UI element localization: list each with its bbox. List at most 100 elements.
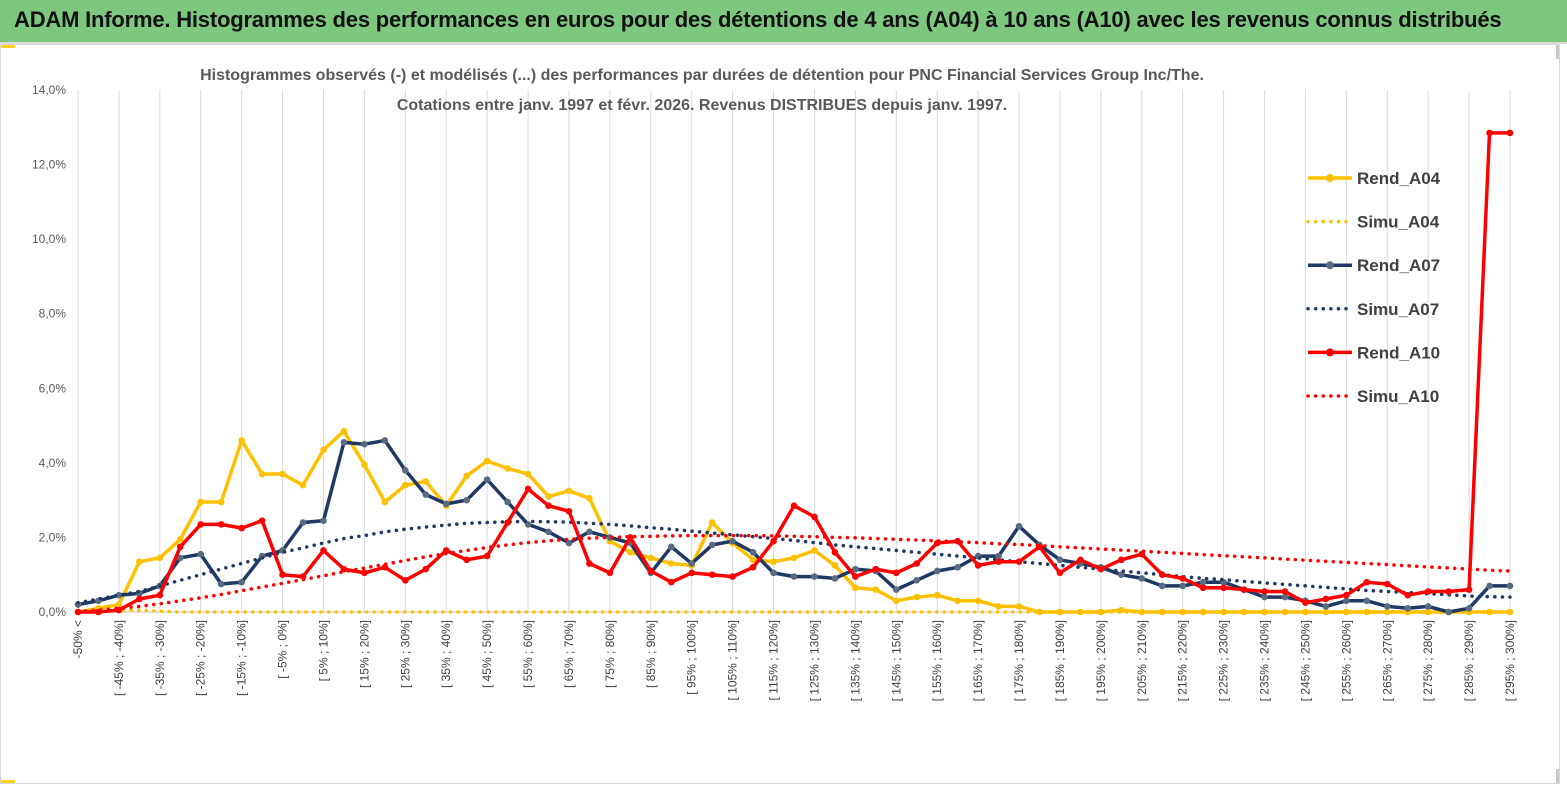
data-point-rend-a07 <box>442 500 450 508</box>
data-point-rend-a04 <box>708 519 716 526</box>
data-point-rend-a04 <box>647 554 655 562</box>
data-point-rend-a04 <box>790 554 798 562</box>
series-rend-a10 <box>78 131 1510 614</box>
data-point-rend-a04 <box>1302 608 1309 616</box>
x-tick-label: [ 75% ; 80%] <box>603 620 617 688</box>
data-point-rend-a07 <box>892 586 900 593</box>
data-point-rend-a07 <box>1138 575 1146 582</box>
data-point-rend-a10 <box>565 508 573 515</box>
data-point-rend-a04 <box>872 586 880 593</box>
data-point-rend-a07 <box>688 560 696 567</box>
data-point-rend-a10 <box>1302 599 1309 606</box>
x-tick-label: [ -5% ; 0%] <box>276 620 290 679</box>
data-point-rend-a07 <box>504 498 511 506</box>
data-point-rend-a10 <box>770 537 777 545</box>
data-point-rend-a10 <box>1465 586 1473 593</box>
report-title: ADAM Informe. Histogrammes des performan… <box>14 7 1502 32</box>
data-point-rend-a04 <box>954 597 961 605</box>
legend-marker-rend-a10 <box>1326 348 1334 357</box>
series-rend-a07 <box>77 438 1510 614</box>
data-point-rend-a10 <box>442 547 450 554</box>
data-point-rend-a07 <box>1322 603 1330 610</box>
data-point-rend-a04 <box>197 498 205 506</box>
data-point-rend-a10 <box>483 552 491 560</box>
data-point-rend-a10 <box>1158 571 1166 579</box>
data-point-rend-a04 <box>913 593 921 601</box>
data-point-rend-a10 <box>586 560 593 567</box>
data-point-rend-a10 <box>1199 584 1207 592</box>
x-tick-label: [ 105% ; 110%] <box>726 620 740 701</box>
data-point-rend-a10 <box>1486 129 1493 137</box>
data-point-rend-a04 <box>627 549 634 556</box>
data-point-rend-a07 <box>1445 608 1452 616</box>
data-point-rend-a04 <box>279 470 286 478</box>
data-point-rend-a04 <box>1363 608 1371 616</box>
data-point-rend-a04 <box>422 478 430 485</box>
data-point-rend-a10 <box>1322 595 1330 603</box>
data-point-rend-a07 <box>217 580 225 588</box>
data-point-rend-a07 <box>1424 603 1432 610</box>
y-tick-label: 14,0% <box>32 83 66 97</box>
data-point-rend-a04 <box>1158 608 1166 616</box>
data-point-rend-a04 <box>217 498 225 506</box>
data-point-rend-a04 <box>1179 608 1186 616</box>
x-tick-label: [ 145% ; 150%] <box>889 620 903 701</box>
data-point-rend-a04 <box>1240 608 1248 616</box>
y-tick-label: 0,0% <box>39 605 67 619</box>
data-point-rend-a07 <box>299 519 307 526</box>
y-tick-label: 8,0% <box>39 307 67 321</box>
frame-corner-mark <box>1556 45 1559 59</box>
data-point-rend-a10 <box>422 565 430 573</box>
data-point-rend-a10 <box>892 569 900 577</box>
data-point-rend-a04 <box>545 493 552 500</box>
data-point-rend-a04 <box>770 558 777 565</box>
data-point-rend-a10 <box>688 569 696 577</box>
data-point-rend-a04 <box>483 457 491 465</box>
x-tick-label: [ 225% ; 230%] <box>1217 620 1231 701</box>
x-tick-label: [ 245% ; 250%] <box>1298 620 1312 701</box>
data-point-rend-a10 <box>852 573 859 580</box>
data-point-rend-a10 <box>504 519 511 526</box>
data-point-rend-a04 <box>811 547 818 554</box>
data-point-rend-a10 <box>974 562 982 569</box>
data-point-rend-a04 <box>995 603 1002 610</box>
data-point-rend-a07 <box>831 575 839 582</box>
data-point-rend-a10 <box>708 571 716 579</box>
data-point-rend-a07 <box>708 541 716 549</box>
data-point-rend-a07 <box>1199 578 1207 586</box>
x-tick-label: -50% < <box>71 620 85 658</box>
x-tick-label: [ 155% ; 160%] <box>930 620 944 701</box>
x-tick-label: [ 235% ; 240%] <box>1258 620 1272 701</box>
data-point-rend-a07 <box>995 552 1002 560</box>
data-point-rend-a10 <box>320 547 327 554</box>
data-point-rend-a10 <box>1015 558 1023 565</box>
data-point-rend-a04 <box>320 446 327 454</box>
data-point-rend-a10 <box>749 563 757 571</box>
data-point-rend-a04 <box>361 461 368 469</box>
legend-label-rend-a04: Rend_A04 <box>1357 169 1441 188</box>
data-point-rend-a04 <box>176 535 184 543</box>
data-point-rend-a07 <box>176 554 184 562</box>
data-point-rend-a10 <box>463 556 470 564</box>
data-point-rend-a10 <box>1445 588 1452 595</box>
data-point-rend-a10 <box>627 534 634 541</box>
data-point-rend-a10 <box>667 578 675 586</box>
x-tick-label: [ 15% ; 20%] <box>357 620 371 688</box>
x-tick-label: [ 205% ; 210%] <box>1135 620 1149 701</box>
data-point-rend-a07 <box>422 491 430 498</box>
data-point-rend-a04 <box>504 465 511 472</box>
data-point-rend-a07 <box>463 496 470 504</box>
data-point-rend-a04 <box>524 470 532 478</box>
data-point-rend-a10 <box>1404 591 1412 599</box>
x-tick-label: [ -25% ; -20%] <box>194 620 208 696</box>
data-point-rend-a07 <box>1404 604 1412 612</box>
data-point-rend-a04 <box>1015 603 1023 610</box>
x-tick-label: [ 195% ; 200%] <box>1094 620 1108 701</box>
data-point-rend-a10 <box>1383 580 1391 588</box>
data-point-rend-a07 <box>1261 593 1268 601</box>
data-point-rend-a10 <box>1077 556 1084 564</box>
data-point-rend-a04 <box>299 481 307 489</box>
x-tick-label: [ 125% ; 130%] <box>807 620 821 701</box>
data-point-rend-a10 <box>1097 565 1105 573</box>
series-lines <box>74 129 1514 616</box>
